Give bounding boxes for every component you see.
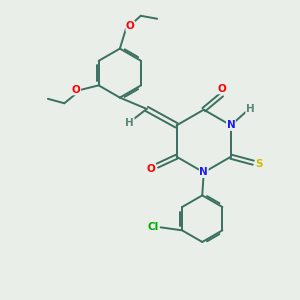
Text: N: N [226, 120, 235, 130]
Text: N: N [200, 167, 208, 177]
Text: O: O [126, 21, 135, 31]
Text: O: O [147, 164, 156, 174]
Text: H: H [125, 118, 134, 128]
Text: Cl: Cl [148, 222, 159, 232]
Text: O: O [217, 84, 226, 94]
Text: H: H [246, 104, 255, 114]
Text: O: O [72, 85, 81, 95]
Text: S: S [256, 159, 263, 169]
